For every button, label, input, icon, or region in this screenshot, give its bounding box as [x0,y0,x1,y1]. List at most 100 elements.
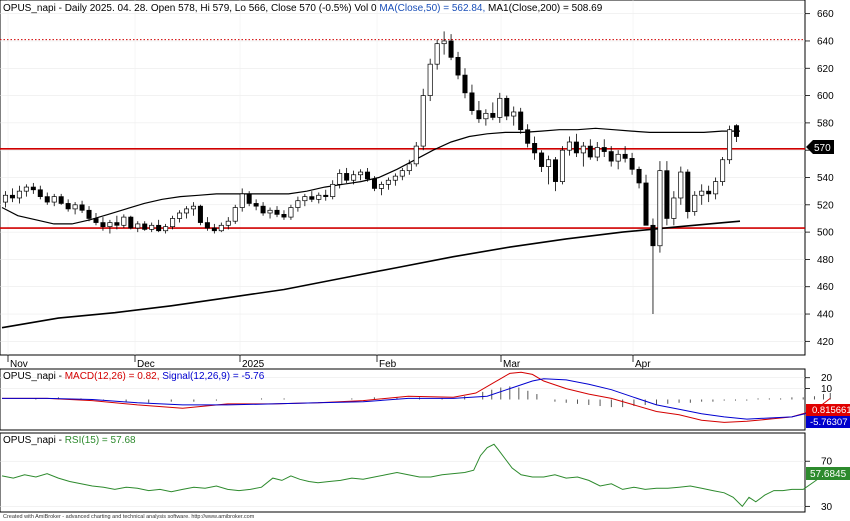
candle [734,124,740,142]
candle [30,182,36,194]
candle-body [497,97,503,118]
candle-body [23,186,29,192]
candle-body [371,178,377,189]
candle-body [197,205,203,223]
candle [323,189,329,201]
candle [546,155,552,185]
candle-body [218,224,224,232]
candle-body [706,190,712,195]
candle-body [448,40,454,58]
candle [365,167,371,182]
candle-body [552,159,559,182]
candle [2,191,8,208]
candle-body [170,218,176,228]
candle [149,222,155,233]
price-x-tick-label: Nov [10,359,28,370]
candle [399,167,405,181]
candle [330,180,336,200]
price-y-tick-label: 460 [817,282,834,293]
candle-body [566,141,572,151]
price-y-tick-label: 420 [817,337,834,348]
rsi-value-badge: 57.6845 [806,467,850,480]
candle-body [378,183,384,189]
macd-histogram [35,386,831,408]
candle-body [65,203,71,210]
price-x-tick-label: Dec [137,359,155,370]
candle-body [204,222,210,229]
candle-body [420,95,426,147]
candle [497,92,503,123]
candle-body [190,205,196,210]
candle-body [107,222,113,228]
price-y-tick-label: 660 [817,9,834,20]
candle [441,31,447,55]
candle-body [406,163,412,172]
candle [107,219,113,234]
price-x-axis: Nov Dec 2025 Feb Mar Apr [7,355,651,370]
candle [608,146,614,167]
candle [671,191,677,226]
candle [9,188,15,203]
candle-body [44,196,50,203]
candle [246,191,252,207]
candle [594,142,600,162]
candle [344,167,350,183]
candle [490,102,496,121]
candle [532,136,538,160]
price-x-tick-label: Mar [503,359,521,370]
candle [720,157,726,186]
candle [469,84,475,115]
candle-body [211,227,217,232]
candle-body [629,158,635,170]
candle [392,173,398,186]
candle-body [337,173,343,185]
candle-body [239,193,245,208]
candle [281,210,287,220]
candle-body [295,200,301,208]
candle-body [455,56,461,76]
candle-body [399,170,405,177]
candle-body [93,218,99,223]
candle-body [316,194,322,200]
candle-body [699,190,705,196]
candle [371,176,377,192]
candle-body [149,224,155,230]
candle [692,191,698,216]
candle-body [713,181,719,195]
signal-line [2,378,831,420]
candle [378,181,384,196]
candle-body [462,74,468,94]
candle-body [79,204,85,211]
candle [539,150,545,173]
price-y-tick-label: 540 [817,173,834,184]
candle-body [344,173,350,181]
rsi-y-tick-label: 30 [821,502,833,513]
candle [267,207,273,219]
candle [177,210,183,223]
candle-body [483,112,489,120]
candle [156,219,162,233]
price-x-tick-label: 2025 [242,359,265,370]
candle [552,157,559,192]
candle [587,139,593,160]
candle-body [156,224,162,232]
candle-body [671,197,677,219]
price-y-tick-label: 440 [817,310,834,321]
price-y-tick-label: 640 [817,36,834,47]
candle-body [142,223,148,230]
candle [86,206,92,222]
candle-body [281,214,287,218]
candle [483,109,489,126]
price-title: OPUS_napi - Daily 2025. 04. 28. Open 578… [3,3,603,14]
candle [211,223,217,234]
macd-plot-area [0,368,806,431]
rsi-line [1,443,831,508]
candle-body [559,149,565,182]
candle-body [267,209,273,214]
candle-body [274,209,280,215]
candle [274,206,280,218]
candle-body [664,170,670,219]
candle [225,217,231,230]
